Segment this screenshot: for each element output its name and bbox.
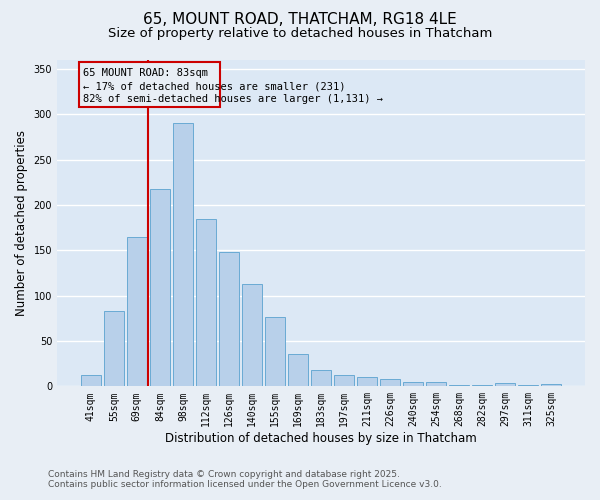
Bar: [150, 188, 170, 386]
Bar: [427, 382, 446, 386]
Bar: [496, 382, 515, 386]
Bar: [196, 218, 216, 386]
Text: 82% of semi-detached houses are larger (1,131) →: 82% of semi-detached houses are larger (…: [83, 94, 383, 104]
Text: ← 17% of detached houses are smaller (231): ← 17% of detached houses are smaller (23…: [83, 81, 345, 91]
Bar: [380, 379, 400, 386]
Text: Size of property relative to detached houses in Thatcham: Size of property relative to detached ho…: [108, 28, 492, 40]
Bar: [104, 311, 124, 386]
Bar: [449, 384, 469, 386]
Bar: [334, 374, 354, 386]
X-axis label: Distribution of detached houses by size in Thatcham: Distribution of detached houses by size …: [165, 432, 477, 445]
Bar: [265, 316, 285, 386]
Y-axis label: Number of detached properties: Number of detached properties: [15, 130, 28, 316]
Text: 65 MOUNT ROAD: 83sqm: 65 MOUNT ROAD: 83sqm: [83, 68, 208, 78]
Bar: [288, 354, 308, 386]
Text: Contains HM Land Registry data © Crown copyright and database right 2025.
Contai: Contains HM Land Registry data © Crown c…: [48, 470, 442, 489]
Bar: [311, 370, 331, 386]
Bar: [242, 284, 262, 386]
FancyBboxPatch shape: [79, 62, 220, 107]
Bar: [403, 382, 423, 386]
Bar: [357, 378, 377, 386]
Bar: [127, 237, 146, 386]
Bar: [219, 252, 239, 386]
Text: 65, MOUNT ROAD, THATCHAM, RG18 4LE: 65, MOUNT ROAD, THATCHAM, RG18 4LE: [143, 12, 457, 28]
Bar: [81, 376, 101, 386]
Bar: [173, 124, 193, 386]
Bar: [541, 384, 561, 386]
